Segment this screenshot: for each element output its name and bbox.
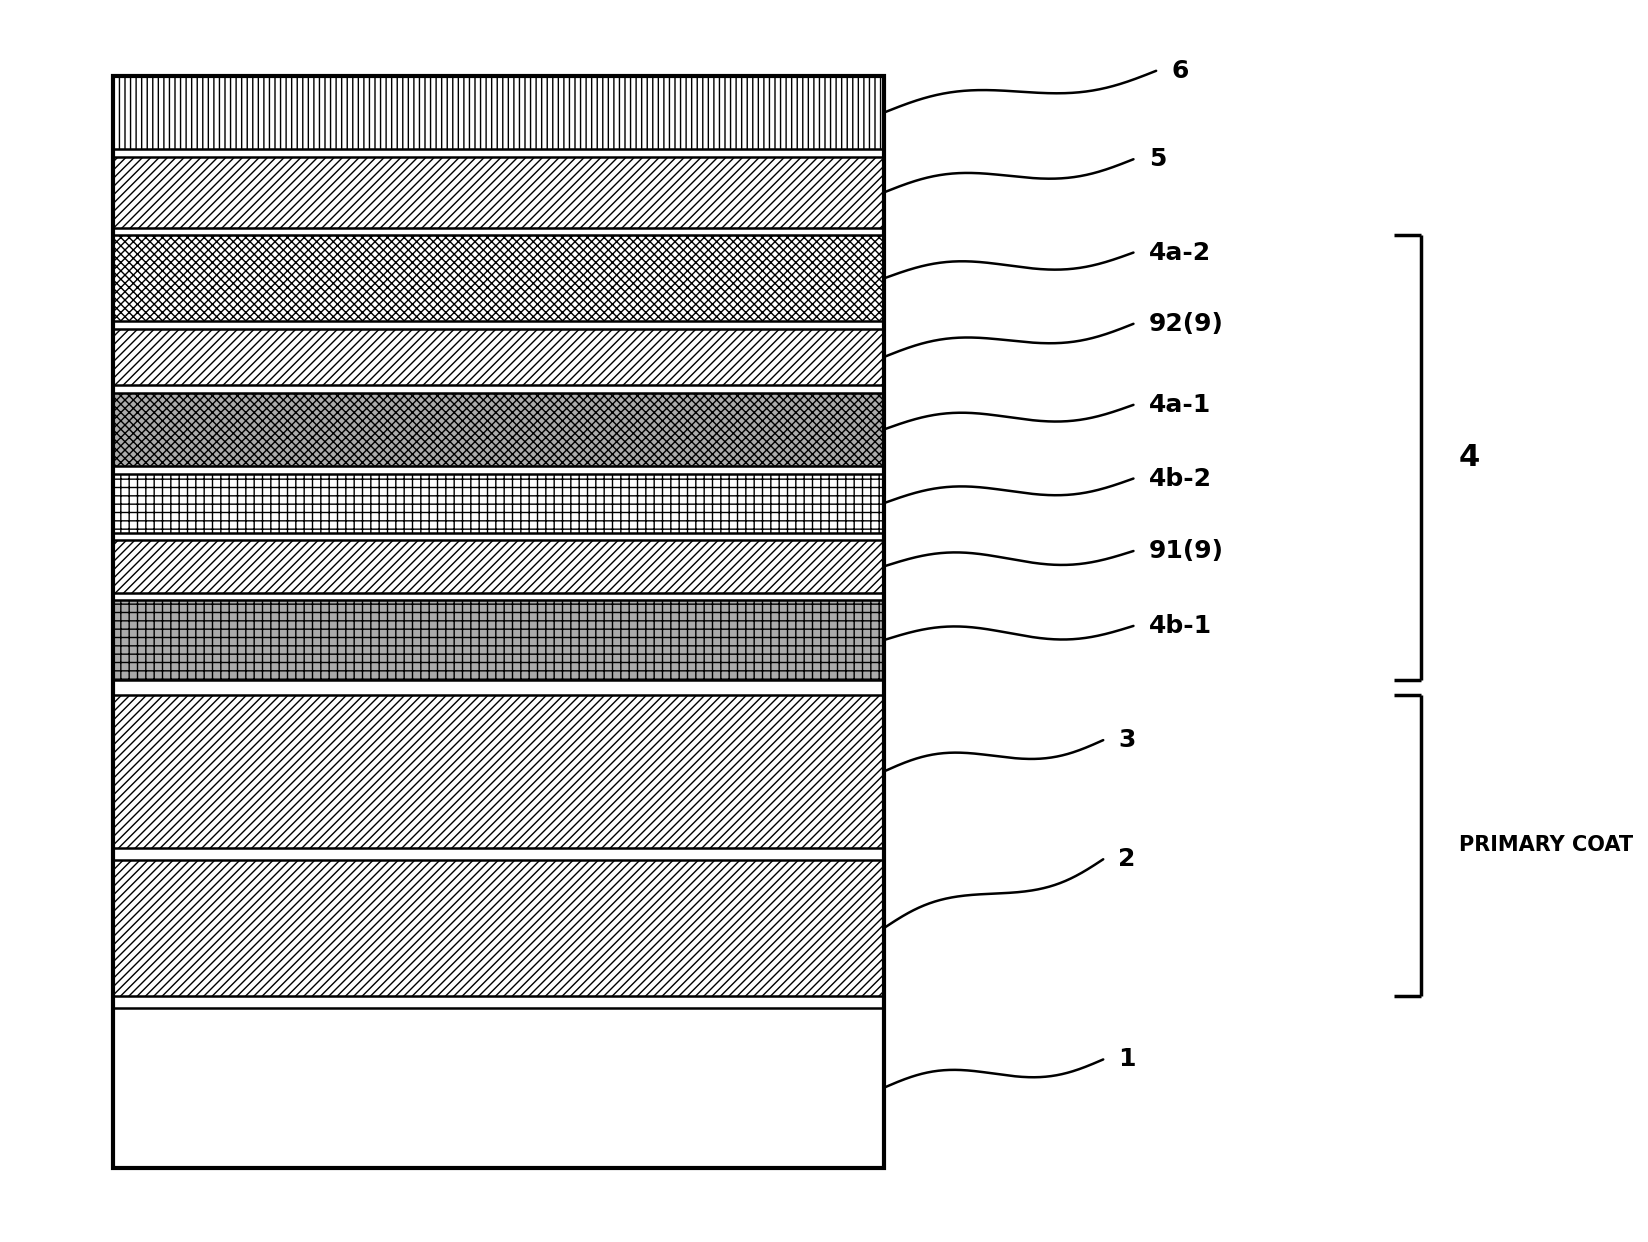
Bar <box>112 156 883 229</box>
Text: 4a-1: 4a-1 <box>1149 392 1210 417</box>
Bar <box>112 76 883 1167</box>
Bar <box>112 236 883 322</box>
Text: 4: 4 <box>1458 443 1478 472</box>
Text: 91(9): 91(9) <box>1149 539 1223 563</box>
Text: 92(9): 92(9) <box>1149 312 1223 335</box>
Bar <box>112 600 883 679</box>
Text: 3: 3 <box>1117 728 1135 753</box>
Bar <box>112 329 883 385</box>
Text: 4b-2: 4b-2 <box>1149 467 1211 491</box>
Text: PRIMARY COAT: PRIMARY COAT <box>1458 835 1632 856</box>
Text: 4b-1: 4b-1 <box>1149 614 1211 638</box>
Bar <box>112 76 883 149</box>
Text: 2: 2 <box>1117 847 1135 871</box>
Text: 6: 6 <box>1170 58 1188 83</box>
Bar <box>112 540 883 592</box>
Text: 5: 5 <box>1149 148 1165 171</box>
Text: 1: 1 <box>1117 1047 1135 1072</box>
Bar <box>112 473 883 533</box>
Bar <box>112 861 883 996</box>
Bar <box>112 694 883 848</box>
Bar <box>112 1007 883 1167</box>
Bar <box>112 392 883 466</box>
Text: 4a-2: 4a-2 <box>1149 241 1210 265</box>
